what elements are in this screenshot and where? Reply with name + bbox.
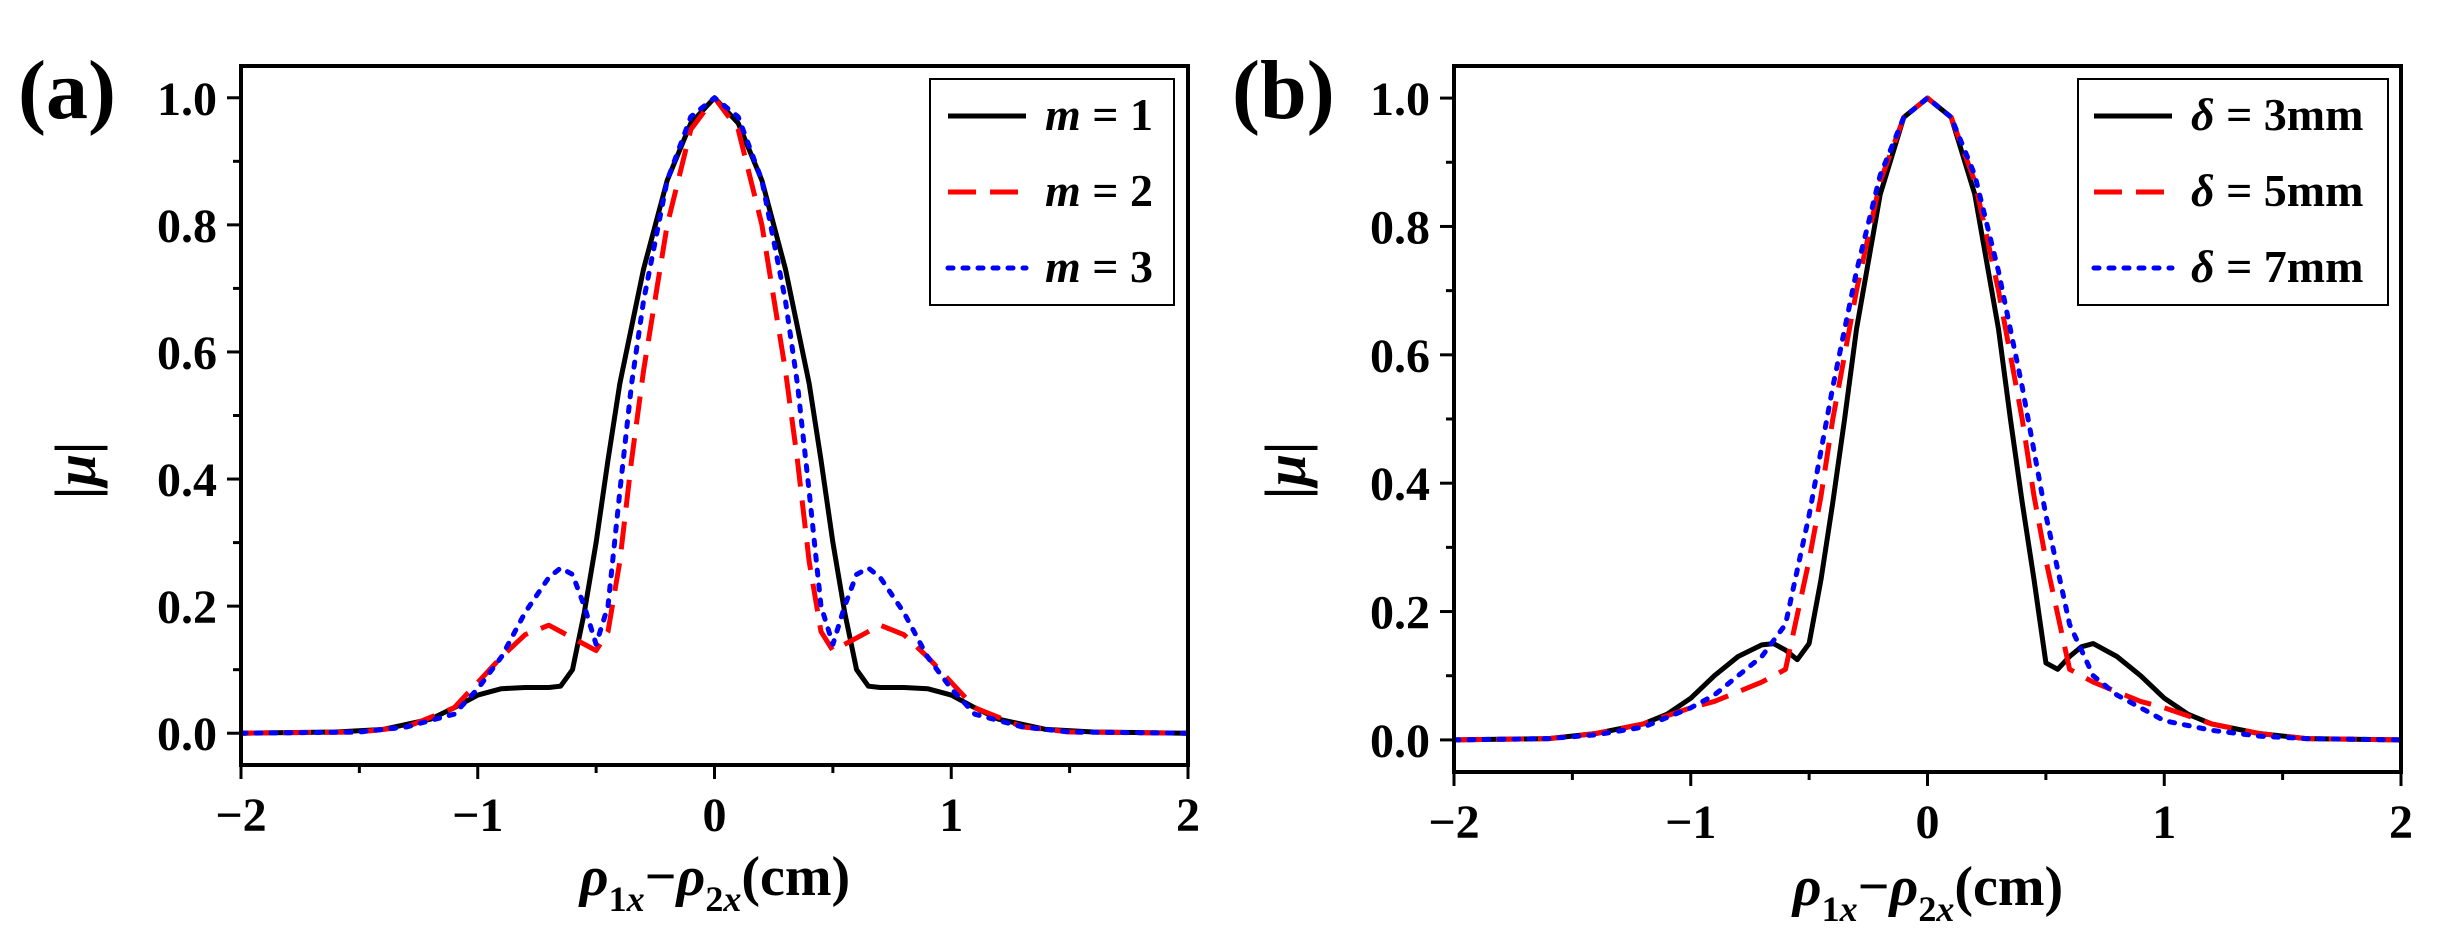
x-axis-label-a: ρ1x−ρ2x(cm) xyxy=(578,846,850,919)
y-tick-labels-a: 0.0 0.2 0.4 0.6 0.8 1.0 xyxy=(157,73,217,761)
y-axis-label-a: |μ| xyxy=(43,441,108,499)
y-tick-label-b-4: 0.8 xyxy=(1370,201,1430,254)
legend-label-a-1: m = 1 xyxy=(1045,89,1153,140)
panel-label-b: (b) xyxy=(1232,44,1335,137)
x-tick-label-b-0: −2 xyxy=(1428,796,1479,849)
legend-label-b-2: δ = 5mm xyxy=(2191,165,2363,216)
x-tick-label-b-4: 2 xyxy=(2389,796,2413,849)
x-tick-label-b-1: −1 xyxy=(1665,796,1716,849)
legend-label-a-2: m = 2 xyxy=(1045,165,1153,216)
legend-b: δ = 3mm δ = 5mm δ = 7mm xyxy=(2077,78,2389,306)
y-tick-label-b-2: 0.4 xyxy=(1370,458,1430,511)
legend-label-a-3: m = 3 xyxy=(1045,241,1153,292)
x-tick-label-a-1: −1 xyxy=(452,789,503,842)
x-tick-label-b-2: 0 xyxy=(1916,796,1940,849)
legend-a: m = 1 m = 2 m = 3 xyxy=(929,78,1175,306)
panel-a: (a) |μ| 0.0 0.2 0.4 0.6 0.8 1.0 −2 −1 0 1 2 ρ1x−ρ… xyxy=(18,44,1200,919)
y-axis-label-b: |μ| xyxy=(1253,441,1318,499)
x-tick-label-a-2: 0 xyxy=(703,789,727,842)
y-tick-label-b-5: 1.0 xyxy=(1370,73,1430,126)
x-axis-label-b: ρ1x−ρ2x(cm) xyxy=(1791,856,2063,929)
series-line-a-3 xyxy=(238,95,1191,736)
panel-label-a: (a) xyxy=(18,44,116,137)
y-tick-label-b-0: 0.0 xyxy=(1370,715,1430,768)
y-tick-label-a-2: 0.4 xyxy=(157,454,217,507)
x-tick-label-b-3: 1 xyxy=(2152,796,2176,849)
y-tick-label-a-4: 0.8 xyxy=(157,200,217,253)
x-tick-label-a-0: −2 xyxy=(215,789,266,842)
y-tick-label-b-1: 0.2 xyxy=(1370,587,1430,640)
plot-frame-a xyxy=(239,64,1190,767)
x-tick-labels-a: −2 −1 0 1 2 xyxy=(215,789,1200,842)
curves-b xyxy=(1451,95,2404,743)
x-tick-label-a-3: 1 xyxy=(939,789,963,842)
curves-a xyxy=(238,95,1191,736)
x-tick-label-a-4: 2 xyxy=(1176,789,1200,842)
y-tick-label-a-3: 0.6 xyxy=(157,327,217,380)
ticks-b xyxy=(1440,96,2403,786)
y-tick-label-a-0: 0.0 xyxy=(157,708,217,761)
y-tick-label-a-5: 1.0 xyxy=(157,73,217,126)
y-tick-label-a-1: 0.2 xyxy=(157,581,217,634)
legend-label-b-3: δ = 7mm xyxy=(2191,241,2363,292)
panel-b: (b) |μ| 0.0 0.2 0.4 0.6 0.8 1.0 −2 −1 0 1 2 ρ1x−ρ… xyxy=(1232,44,2413,929)
y-tick-labels-b: 0.0 0.2 0.4 0.6 0.8 1.0 xyxy=(1370,73,1430,768)
legend-label-b-1: δ = 3mm xyxy=(2191,89,2363,140)
plot-frame-b xyxy=(1452,64,2403,774)
y-tick-label-b-3: 0.6 xyxy=(1370,330,1430,383)
x-tick-labels-b: −2 −1 0 1 2 xyxy=(1428,796,2413,849)
series-line-b-3 xyxy=(1451,95,2404,743)
